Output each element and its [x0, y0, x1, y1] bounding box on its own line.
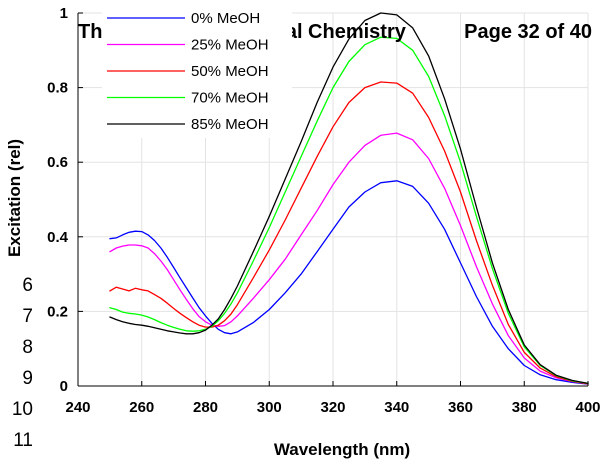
- x-tick-label: 400: [575, 399, 600, 416]
- x-tick-label: 320: [320, 399, 345, 416]
- legend-label: 70% MeOH: [191, 90, 269, 107]
- series-line-3: [109, 81, 589, 385]
- y-tick-label: 0.4: [47, 229, 69, 246]
- legend-label: 85% MeOH: [191, 116, 269, 133]
- y-axis-label: Excitation (rel): [5, 139, 24, 257]
- legend: 0% MeOH 25% MeOH 50% MeOH 70% MeOH 85% MeOH: [102, 4, 292, 138]
- tick-labels: 240 260 280 300 320 340 360 380 400 0 0.2 0.4 0.6 0.8…: [47, 5, 600, 416]
- series-line-1: [109, 180, 589, 385]
- y-tick-label: 0: [60, 378, 68, 395]
- x-tick-label: 260: [129, 399, 154, 416]
- x-tick-label: 300: [257, 399, 282, 416]
- series-layer: [109, 12, 589, 385]
- series-line-2: [109, 132, 589, 385]
- series-line-4: [109, 36, 589, 385]
- y-tick-label: 0.6: [47, 154, 68, 171]
- line-number: 7: [22, 306, 33, 327]
- legend-label: 25% MeOH: [191, 37, 269, 54]
- header-page-number: Page 32 of 40: [464, 21, 592, 43]
- x-axis-label: Wavelength (nm): [274, 440, 410, 459]
- line-numbers: 6 7 8 9 10 11 12: [12, 275, 33, 463]
- line-number: 9: [22, 368, 33, 389]
- x-tick-label: 380: [512, 399, 537, 416]
- line-number: 12: [12, 461, 33, 463]
- x-tick-label: 240: [65, 399, 90, 416]
- legend-label: 0% MeOH: [191, 10, 260, 27]
- line-number: 10: [12, 399, 33, 420]
- x-tick-label: 340: [384, 399, 409, 416]
- line-number: 8: [22, 337, 33, 358]
- y-tick-label: 0.8: [47, 80, 68, 97]
- line-number: 6: [22, 275, 33, 296]
- x-tick-label: 280: [193, 399, 218, 416]
- series-line-5: [109, 12, 589, 385]
- legend-label: 50% MeOH: [191, 63, 269, 80]
- y-tick-label: 1: [60, 5, 68, 22]
- x-tick-label: 360: [448, 399, 473, 416]
- y-tick-label: 0.2: [47, 303, 68, 320]
- line-number: 11: [13, 430, 33, 451]
